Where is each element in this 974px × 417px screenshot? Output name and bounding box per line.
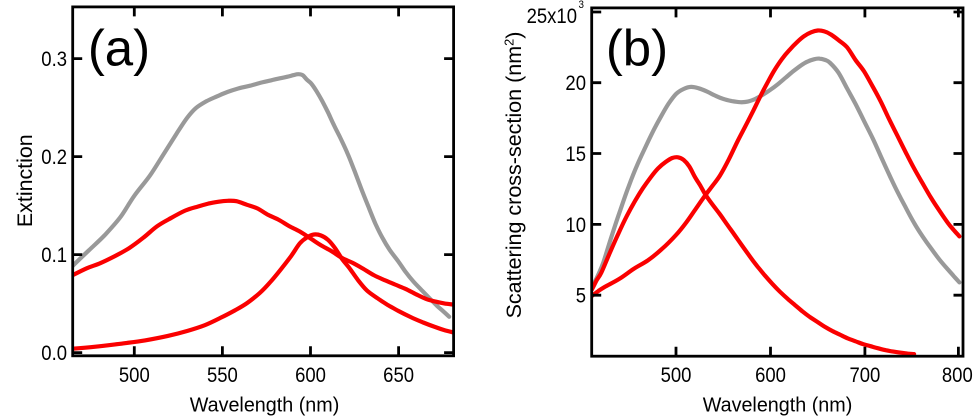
svg-text:(b): (b) [606,20,668,77]
svg-text:Wavelength (nm): Wavelength (nm) [190,394,340,417]
svg-text:800: 800 [942,364,973,387]
svg-text:0.2: 0.2 [41,146,67,169]
svg-text:10: 10 [565,214,586,237]
svg-text:(a): (a) [88,20,150,77]
svg-text:3: 3 [579,0,585,11]
svg-text:25x10: 25x10 [527,5,577,28]
svg-text:Wavelength (nm): Wavelength (nm) [703,394,853,417]
svg-text:0.0: 0.0 [41,342,67,365]
svg-text:5: 5 [576,285,586,308]
svg-text:15: 15 [565,143,586,166]
svg-text:500: 500 [119,364,150,387]
svg-text:Extinction: Extinction [14,134,37,227]
svg-text:550: 550 [207,364,238,387]
svg-text:20: 20 [565,72,586,95]
svg-text:600: 600 [755,364,786,387]
svg-text:0.3: 0.3 [41,48,67,71]
svg-text:600: 600 [295,364,326,387]
svg-text:650: 650 [383,364,414,387]
svg-text:Scattering cross-section (nm2): Scattering cross-section (nm2) [502,32,526,319]
svg-text:0.1: 0.1 [41,244,67,267]
svg-text:500: 500 [661,364,692,387]
svg-text:700: 700 [849,364,880,387]
